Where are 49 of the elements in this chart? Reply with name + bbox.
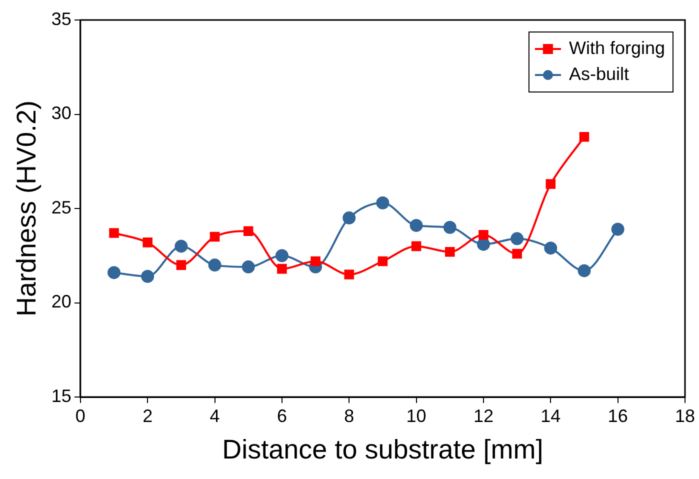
- y-tick-label: 15: [51, 386, 72, 406]
- point: [243, 226, 254, 236]
- point: [277, 264, 287, 274]
- point: [109, 228, 119, 238]
- x-tick-label: 10: [406, 406, 426, 426]
- point: [476, 238, 490, 251]
- point: [579, 132, 590, 142]
- x-tick-label: 0: [75, 406, 86, 426]
- point: [344, 270, 354, 280]
- x-tick-label: 6: [276, 406, 287, 426]
- legend-label: As-built: [568, 64, 629, 84]
- x-tick-label: 18: [674, 406, 696, 426]
- x-tick-label: 8: [344, 406, 354, 426]
- point: [310, 256, 320, 266]
- point: [411, 241, 422, 252]
- point: [208, 258, 222, 272]
- x-tick-label: 4: [210, 406, 220, 426]
- point: [544, 242, 558, 255]
- point: [242, 260, 255, 274]
- y-tick-label: 35: [51, 8, 72, 29]
- x-axis-title: Distance to substrate [mm]: [222, 434, 544, 464]
- y-tick-label: 25: [51, 197, 72, 218]
- y-tick-label: 20: [51, 292, 72, 312]
- point: [510, 232, 524, 246]
- y-tick-label: 30: [51, 103, 72, 124]
- legend-label: With forging: [568, 38, 666, 58]
- point: [443, 220, 456, 234]
- point: [342, 211, 356, 224]
- point: [108, 266, 121, 280]
- x-tick-label: 16: [608, 406, 628, 426]
- point: [578, 264, 591, 278]
- point: [142, 238, 152, 248]
- y-axis-title: Hardness (HV0.2): [12, 100, 42, 317]
- point: [378, 256, 388, 266]
- point: [275, 249, 288, 262]
- point: [444, 246, 455, 257]
- point: [478, 230, 488, 240]
- point: [174, 240, 188, 253]
- point: [376, 196, 390, 210]
- point: [611, 222, 624, 236]
- point: [410, 218, 423, 232]
- x-tick-label: 2: [142, 406, 153, 426]
- point: [176, 260, 186, 270]
- point: [141, 270, 154, 283]
- point: [210, 232, 220, 242]
- x-tick-label: 14: [540, 406, 561, 426]
- x-tick-label: 12: [473, 406, 494, 426]
- point: [512, 248, 522, 259]
- point: [546, 179, 556, 189]
